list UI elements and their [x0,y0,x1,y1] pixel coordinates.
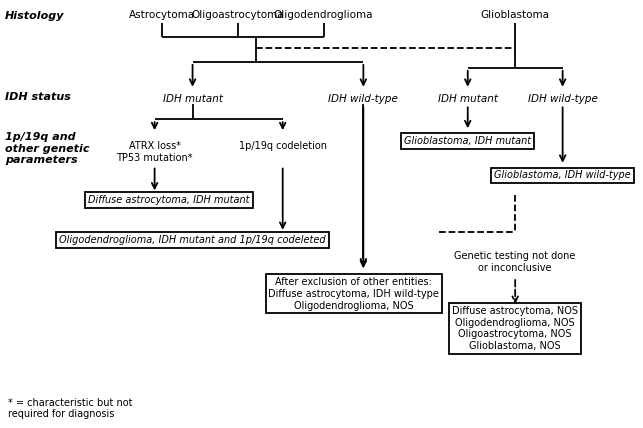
Text: Glioblastoma, IDH wild-type: Glioblastoma, IDH wild-type [494,170,631,181]
Text: IDH wild-type: IDH wild-type [528,94,597,104]
Text: Glioblastoma: Glioblastoma [481,9,550,20]
Text: IDH wild-type: IDH wild-type [329,94,398,104]
Text: Genetic testing not done
or inconclusive: Genetic testing not done or inconclusive [455,252,576,273]
Text: IDH status: IDH status [5,92,71,101]
Text: Histology: Histology [5,11,64,21]
Text: Glioblastoma, IDH mutant: Glioblastoma, IDH mutant [404,136,531,146]
Text: Oligoastrocytoma: Oligoastrocytoma [192,9,284,20]
Text: IDH mutant: IDH mutant [438,94,498,104]
Text: Oligodendroglioma, IDH mutant and 1p/19q codeleted: Oligodendroglioma, IDH mutant and 1p/19q… [59,235,326,245]
Text: Diffuse astrocytoma, IDH mutant: Diffuse astrocytoma, IDH mutant [88,195,249,205]
Text: After exclusion of other entities:
Diffuse astrocytoma, IDH wild-type
Oligodendr: After exclusion of other entities: Diffu… [268,277,439,311]
Text: ATRX loss*
TP53 mutation*: ATRX loss* TP53 mutation* [116,141,193,163]
Text: Oligodendroglioma: Oligodendroglioma [274,9,373,20]
Text: 1p/19q and
other genetic
parameters: 1p/19q and other genetic parameters [5,132,89,166]
Text: * = characteristic but not
required for diagnosis: * = characteristic but not required for … [8,398,132,419]
Text: Astrocytoma: Astrocytoma [129,9,195,20]
Text: Diffuse astrocytoma, NOS
Oligodendroglioma, NOS
Oligoastrocytoma, NOS
Glioblasto: Diffuse astrocytoma, NOS Oligodendroglio… [452,306,578,351]
Text: IDH mutant: IDH mutant [163,94,222,104]
Text: 1p/19q codeletion: 1p/19q codeletion [239,141,327,151]
